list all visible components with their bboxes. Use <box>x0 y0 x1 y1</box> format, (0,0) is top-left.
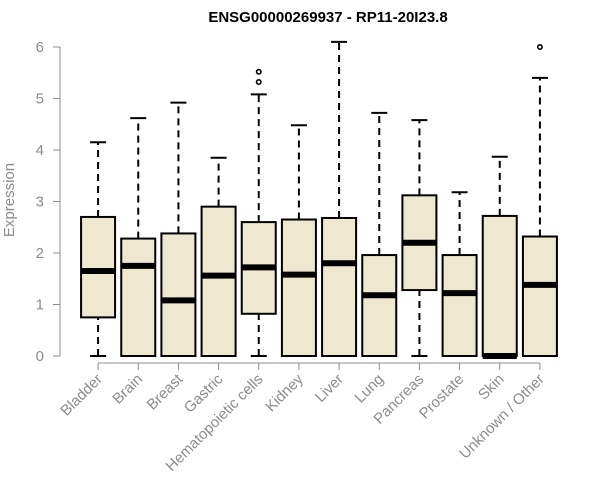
box-3 <box>200 156 237 357</box>
box-rect <box>361 254 398 357</box>
box-rect <box>120 237 157 357</box>
box-1 <box>120 117 157 357</box>
x-tick-label: Lung <box>351 371 387 407</box>
y-tick-label-5: 5 <box>36 91 44 108</box>
box-0 <box>80 141 117 357</box>
box-4 <box>240 68 277 357</box>
box-rect <box>200 205 237 357</box>
box-9 <box>441 191 478 357</box>
box-7 <box>361 111 398 357</box>
box-2 <box>160 101 197 357</box>
box-rect <box>160 232 197 357</box>
box-rect <box>80 215 117 319</box>
outlier-point <box>255 68 262 75</box>
box-6 <box>321 40 358 357</box>
x-tick-label: Liver <box>312 371 347 406</box>
chart-title: ENSG00000269937 - RP11-20I23.8 <box>208 9 447 26</box>
box-rect <box>321 216 358 357</box>
y-tick-label-4: 4 <box>36 142 44 159</box>
box-11 <box>521 43 558 358</box>
box-group <box>80 40 558 359</box>
box-rect <box>481 214 518 357</box>
box-rect <box>280 218 317 357</box>
y-tick-label-1: 1 <box>36 297 44 314</box>
y-axis-label: Expression <box>1 163 18 237</box>
x-tick-label: Prostate <box>416 371 468 423</box>
box-8 <box>401 119 438 357</box>
y-tick-label-2: 2 <box>36 245 44 262</box>
x-tick-label: Bladder <box>57 371 106 420</box>
box-rect <box>521 235 558 358</box>
outlier-point <box>255 79 262 86</box>
outlier-point <box>536 43 543 50</box>
x-tick-label: Kidney <box>262 370 307 415</box>
y-tick-label-0: 0 <box>36 348 44 365</box>
x-tick-label: Brain <box>109 371 146 408</box>
y-tick-label-6: 6 <box>36 39 44 56</box>
x-tick-label: Breast <box>144 370 187 413</box>
x-tick-label: Skin <box>475 371 508 404</box>
y-axis: 0 1 2 3 4 5 6 <box>36 39 61 365</box>
box-10 <box>481 155 518 359</box>
y-tick-label-3: 3 <box>36 194 44 211</box>
box-rect <box>441 254 478 357</box>
box-5 <box>280 124 317 357</box>
